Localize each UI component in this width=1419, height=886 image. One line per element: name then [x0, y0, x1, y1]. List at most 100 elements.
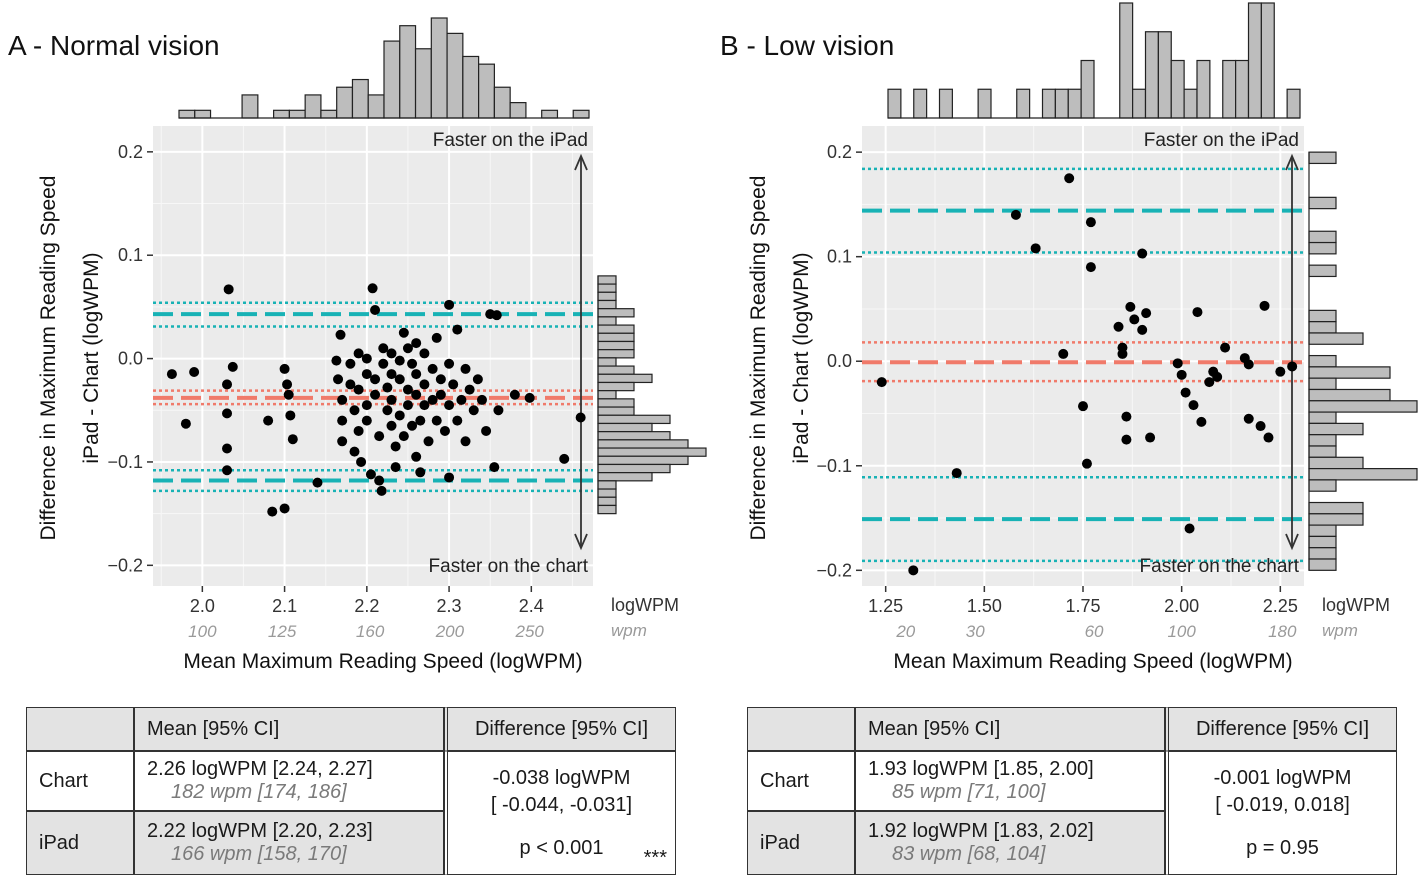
col-header-difference: Difference [95% CI] — [444, 707, 676, 751]
hist-bar-right — [1308, 388, 1391, 402]
data-point — [1259, 300, 1270, 311]
hist-bar-right — [597, 340, 635, 351]
data-point — [398, 327, 409, 338]
y-axis-title: iPad - Chart (logWPM) — [790, 252, 813, 463]
data-point — [427, 394, 438, 405]
data-point — [1204, 377, 1215, 388]
hist-bar-right — [1308, 422, 1364, 436]
data-point — [337, 394, 348, 405]
hist-bar-top — [1157, 31, 1172, 119]
y-tick-label: 0.2 — [827, 142, 852, 162]
data-point — [489, 462, 500, 473]
annotation-bottom: Faster on the chart — [429, 556, 589, 577]
data-point — [419, 348, 430, 359]
hist-bar-right — [1308, 332, 1364, 345]
hist-bar-top — [1119, 2, 1134, 119]
data-point — [1220, 342, 1231, 353]
data-point — [1113, 321, 1124, 332]
data-point — [361, 353, 372, 364]
data-point — [349, 446, 360, 457]
x-axis-title: Mean Maximum Reading Speed (logWPM) — [893, 650, 1292, 673]
data-point — [345, 358, 356, 369]
data-point — [222, 379, 233, 390]
hist-bar-right — [1308, 501, 1364, 515]
hist-bar-top — [320, 109, 338, 119]
row-label-chart: Chart — [26, 751, 134, 811]
difference-ci: [ -0.019, 0.018] — [1215, 793, 1350, 816]
y-tick-label: 0.1 — [827, 247, 852, 267]
hist-bar-top — [1080, 59, 1095, 119]
data-point — [1287, 361, 1298, 372]
hist-bar-right — [597, 414, 671, 425]
hist-bar-top — [1247, 2, 1262, 119]
hist-bar-top — [493, 86, 511, 119]
mean-wpm-ipad: 83 wpm [68, 104] — [892, 843, 1046, 865]
arrow-head-up — [574, 153, 588, 171]
x-tick-label: 2.00 — [1164, 596, 1199, 616]
data-point — [1085, 262, 1096, 273]
data-point — [411, 389, 422, 400]
hist-bar-right — [597, 480, 617, 490]
mean-wpm-chart: 182 wpm [174, 186] — [171, 781, 347, 803]
data-point — [1081, 458, 1092, 469]
data-point — [1121, 411, 1132, 422]
hist-bar-right — [597, 283, 617, 293]
data-point — [1180, 387, 1191, 398]
data-point — [472, 374, 483, 385]
hist-bar-top — [446, 32, 464, 119]
data-point — [402, 384, 413, 395]
data-point — [452, 415, 463, 426]
hist-bar-top — [304, 94, 322, 119]
hist-bar-right — [1308, 467, 1418, 481]
data-point — [464, 384, 475, 395]
data-point — [1129, 314, 1140, 325]
data-point — [415, 415, 426, 426]
cell-mean-ipad: 2.22 logWPM [2.20, 2.23] 166 wpm [158, 1… — [134, 811, 444, 875]
data-point — [222, 408, 233, 419]
hist-bar-top — [887, 88, 902, 119]
data-point — [333, 374, 344, 385]
x-tick-label: 1.25 — [868, 596, 903, 616]
data-point — [353, 384, 364, 395]
data-point — [407, 420, 418, 431]
data-point — [365, 469, 376, 480]
data-point — [460, 363, 471, 374]
hist-bar-right — [1308, 456, 1364, 470]
hist-bar-top — [1054, 88, 1069, 119]
row-label-ipad: iPad — [26, 811, 134, 875]
data-point — [374, 475, 385, 486]
mean-logwpm-chart: 2.26 logWPM [2.24, 2.27] — [147, 758, 373, 780]
data-point — [337, 415, 348, 426]
hist-bar-right — [597, 373, 653, 384]
data-point — [394, 374, 405, 385]
data-point — [491, 310, 502, 321]
table-corner — [26, 707, 134, 751]
data-point — [435, 374, 446, 385]
hist-bar-right — [597, 422, 653, 433]
x-tick-label: 2.4 — [519, 596, 544, 616]
data-point — [374, 431, 385, 442]
hist-bar-top — [478, 63, 495, 119]
table-normal-vision: Mean [95% CI] Difference [95% CI] Chart … — [26, 707, 676, 875]
chart-title: A - Normal vision — [8, 30, 220, 61]
wpm-tick-label: 180 — [1268, 622, 1297, 641]
x-tick-label: 1.50 — [967, 596, 1002, 616]
hist-bar-right — [597, 447, 707, 457]
data-point — [337, 436, 348, 447]
hist-bar-right — [597, 439, 689, 449]
hist-bar-right — [1308, 366, 1391, 379]
data-point — [439, 425, 450, 436]
hist-bar-top — [1170, 59, 1185, 119]
hist-bar-right — [597, 365, 635, 375]
panel-low-vision: B - Low vision Faster on the iPad Faster o… — [720, 2, 1418, 673]
data-point — [476, 394, 487, 405]
wpm-tick-label: 100 — [1167, 622, 1196, 641]
data-point — [1184, 523, 1195, 534]
y-axis-title: Difference in Maximum Reading Speed — [37, 176, 60, 541]
data-point — [386, 369, 397, 380]
data-point — [378, 358, 389, 369]
hist-bar-right — [1308, 524, 1337, 538]
hist-bar-right — [597, 472, 653, 482]
hist-bar-top — [414, 48, 432, 119]
hist-bar-right — [597, 504, 617, 515]
